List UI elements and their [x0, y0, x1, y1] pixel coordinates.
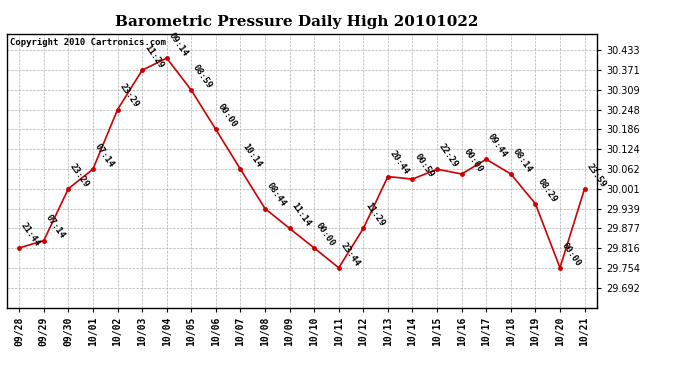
Text: 09:44: 09:44 [486, 132, 509, 159]
Text: Copyright 2010 Cartronics.com: Copyright 2010 Cartronics.com [10, 38, 166, 47]
Text: 00:00: 00:00 [462, 147, 484, 174]
Text: 07:14: 07:14 [93, 142, 116, 169]
Text: 00:00: 00:00 [560, 241, 583, 268]
Text: 08:29: 08:29 [535, 177, 558, 204]
Text: 11:29: 11:29 [364, 201, 386, 228]
Text: 08:44: 08:44 [265, 182, 288, 209]
Text: 08:59: 08:59 [191, 63, 214, 90]
Text: 21:44: 21:44 [19, 221, 42, 248]
Text: 11:29: 11:29 [142, 43, 165, 70]
Text: 10:14: 10:14 [240, 142, 263, 169]
Text: 23:29: 23:29 [68, 162, 91, 189]
Text: 08:14: 08:14 [511, 147, 533, 174]
Text: 11:14: 11:14 [290, 201, 313, 228]
Text: 23:59: 23:59 [584, 162, 607, 189]
Text: 23:44: 23:44 [339, 241, 362, 268]
Text: 09:14: 09:14 [167, 31, 190, 58]
Text: 00:59: 00:59 [413, 152, 435, 179]
Text: 07:14: 07:14 [43, 213, 66, 241]
Text: 00:00: 00:00 [314, 221, 337, 248]
Text: 00:00: 00:00 [216, 102, 239, 129]
Text: Barometric Pressure Daily High 20101022: Barometric Pressure Daily High 20101022 [115, 15, 478, 29]
Text: 22:29: 22:29 [437, 142, 460, 169]
Text: 23:29: 23:29 [117, 82, 140, 110]
Text: 20:44: 20:44 [388, 149, 411, 177]
